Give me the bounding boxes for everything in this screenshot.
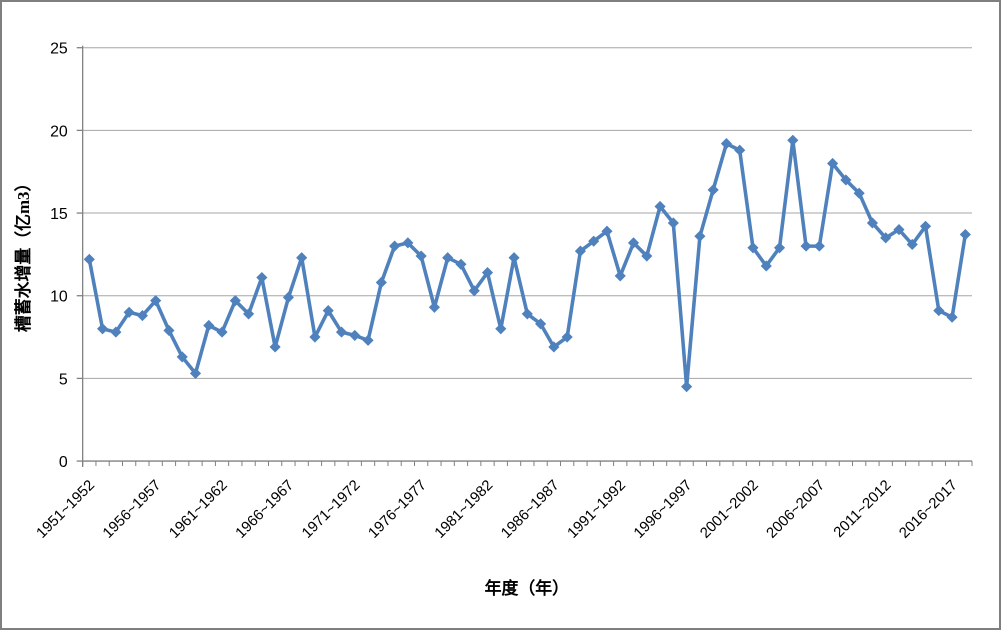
data-point-marker [415, 250, 427, 262]
data-point-marker [919, 220, 932, 232]
x-tick-label: 2016~2017 [897, 477, 961, 541]
data-point-marker [667, 217, 679, 229]
data-point-marker [428, 301, 440, 313]
data-point-marker [946, 311, 958, 323]
data-point-marker [800, 240, 812, 252]
x-tick-label: 1976~1977 [366, 477, 430, 541]
data-point-marker [442, 252, 454, 264]
gridlines [82, 47, 972, 379]
data-point-marker [110, 326, 122, 338]
data-point-marker [389, 240, 401, 252]
data-point-marker [880, 232, 892, 244]
data-point-marker [335, 326, 348, 338]
y-tick-label: 5 [59, 371, 68, 388]
data-point-marker [747, 242, 759, 254]
data-point-marker [561, 331, 573, 343]
data-point-marker [216, 326, 228, 338]
data-point-marker [402, 237, 414, 249]
data-point-marker [853, 187, 865, 199]
y-tick-label: 0 [59, 454, 68, 471]
data-point-marker [827, 157, 839, 170]
y-tick-label: 10 [50, 289, 68, 306]
x-tick-label: 1986~1987 [498, 477, 562, 541]
x-axis: 1951~1952 1956~1957 1961~1962 1966~1967 1971… [34, 460, 973, 542]
x-tick-label: 1971~1972 [299, 477, 363, 541]
x-tick-label: 2011~2012 [831, 477, 895, 541]
data-point-marker [893, 224, 905, 236]
data-point-marker [349, 329, 361, 341]
data-point-marker [296, 252, 308, 264]
x-tick-label: 1956~1957 [100, 477, 164, 541]
data-point-marker [150, 295, 162, 307]
data-point-marker [787, 134, 799, 146]
data-point-marker [495, 323, 507, 335]
data-point-marker [375, 276, 387, 289]
data-point-marker [322, 305, 334, 317]
data-point-marker [720, 138, 732, 150]
y-axis: 0 5 10 15 20 25 [50, 41, 84, 471]
y-tick-label: 25 [50, 41, 68, 58]
data-point-marker [481, 267, 494, 279]
data-point-marker [136, 309, 148, 322]
data-point-marker [681, 381, 693, 393]
x-tick-label: 1996~1997 [631, 477, 695, 541]
data-point-marker [601, 225, 613, 237]
data-point-marker [455, 258, 467, 270]
series-line [87, 138, 968, 389]
data-point-marker [548, 341, 560, 353]
data-point-marker [269, 341, 281, 353]
x-tick-label: 1991~1992 [565, 477, 629, 541]
data-point-marker [123, 306, 135, 318]
x-tick-label: 2001~2002 [697, 477, 761, 541]
data-point-marker [813, 240, 825, 252]
data-point-marker [760, 260, 772, 272]
data-point-marker [243, 308, 255, 320]
data-point-marker [614, 270, 626, 282]
data-point-marker [535, 318, 547, 330]
x-tick-label: 2006~2007 [764, 477, 828, 541]
data-point-marker [641, 250, 653, 262]
data-point-marker [694, 230, 706, 242]
data-point-marker [282, 291, 294, 303]
data-point-marker [189, 367, 202, 379]
data-point-marker [309, 331, 321, 343]
data-point-marker [468, 285, 480, 297]
data-point-marker [508, 252, 520, 264]
data-point-marker [97, 323, 109, 335]
y-axis-title: 槽蓄水增量（亿m3） [13, 175, 33, 332]
data-point-marker [959, 228, 971, 241]
data-point-marker [906, 238, 918, 251]
data-point-marker [933, 305, 945, 317]
y-tick-label: 20 [50, 123, 68, 140]
data-point-marker [83, 253, 95, 265]
data-point-marker [362, 334, 374, 346]
x-axis-title: 年度（年） [485, 578, 569, 598]
data-point-marker [163, 324, 175, 337]
y-tick-label: 15 [50, 206, 68, 223]
data-point-marker [773, 242, 786, 254]
x-tick-label: 1961~1962 [167, 477, 231, 541]
data-point-marker [866, 217, 879, 229]
data-series [83, 134, 971, 393]
x-tick-label: 1966~1967 [233, 477, 297, 541]
data-point-marker [574, 245, 586, 257]
data-point-marker [256, 271, 268, 284]
data-point-marker [176, 351, 188, 363]
data-point-marker [707, 184, 719, 196]
x-tick-label: 1951~1952 [34, 477, 98, 541]
x-tick-label: 1981~1982 [432, 477, 496, 541]
data-point-marker [521, 308, 533, 320]
data-point-marker [734, 144, 746, 156]
data-point-marker [203, 319, 215, 332]
data-point-marker [229, 295, 241, 307]
data-point-marker [840, 174, 852, 186]
data-point-marker [627, 237, 640, 249]
